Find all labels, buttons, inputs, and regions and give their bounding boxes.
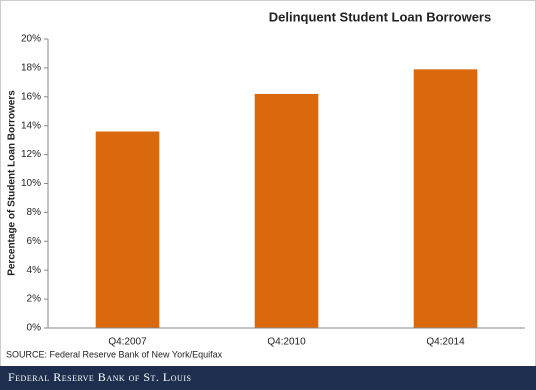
bar [95, 131, 160, 328]
chart-title: Delinquent Student Loan Borrowers [269, 9, 491, 24]
y-tick-label: 8% [27, 207, 42, 218]
bar [254, 93, 319, 328]
x-tick-label: Q4:2010 [267, 337, 306, 348]
x-tick-label: Q4:2014 [426, 337, 465, 348]
source-note: SOURCE: Federal Reserve Bank of New York… [6, 349, 223, 359]
y-tick-label: 14% [21, 120, 41, 131]
y-tick-label: 0% [27, 323, 42, 334]
bar [413, 69, 478, 328]
x-tick-label: Q4:2007 [108, 337, 147, 348]
footer-text: Federal Reserve Bank of St. Louis [8, 370, 191, 384]
y-axis-label: Percentage of Student Loan Borrowers [7, 90, 18, 276]
y-tick-label: 10% [21, 178, 41, 189]
y-tick-label: 20% [21, 34, 41, 45]
y-tick-label: 2% [27, 294, 42, 305]
y-tick-label: 18% [21, 63, 41, 74]
y-tick-label: 16% [21, 91, 41, 102]
y-tick-label: 6% [27, 236, 42, 247]
y-tick-label: 12% [21, 149, 41, 160]
footer-band [0, 366, 536, 390]
y-tick-label: 4% [27, 265, 42, 276]
